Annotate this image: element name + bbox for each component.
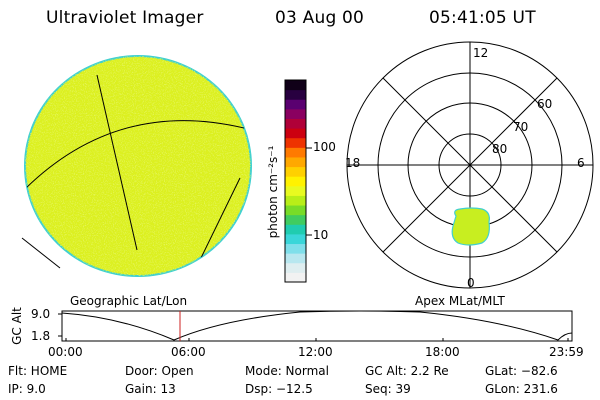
info-door: Door: Open bbox=[125, 364, 194, 378]
colorbar-unit-label: photon cm⁻²s⁻¹ bbox=[266, 145, 280, 239]
timeline-tick-4: 23:59 bbox=[549, 345, 584, 359]
colorbar-cell bbox=[285, 80, 306, 91]
mlt-label-18: 18 bbox=[345, 156, 361, 170]
time-label: 05:41:05 UT bbox=[429, 8, 536, 28]
timeline-axis-label: GC Alt bbox=[10, 307, 24, 345]
apex-label: Apex MLat/MLT bbox=[415, 294, 505, 308]
colorbar-cell bbox=[285, 156, 306, 168]
latitude-line bbox=[25, 120, 251, 191]
timeline-tick-2: 12:00 bbox=[298, 345, 333, 359]
timeline-tick-1: 06:00 bbox=[171, 345, 206, 359]
colorbar-cell bbox=[285, 166, 306, 177]
uvi-image bbox=[21, 55, 252, 277]
colorbar-cell bbox=[285, 233, 306, 245]
colorbar-cell bbox=[285, 195, 306, 206]
info-seq: Seq: 39 bbox=[365, 382, 411, 396]
info-gc-alt: GC Alt: 2.2 Re bbox=[365, 364, 449, 378]
mlt-label-0: 0 bbox=[467, 276, 475, 290]
timeline-tick-3: 18:00 bbox=[425, 345, 460, 359]
date-label: 03 Aug 00 bbox=[275, 8, 365, 28]
colorbar-cell bbox=[285, 118, 306, 129]
colorbar-cell bbox=[285, 262, 306, 273]
timeline-ymax: 9.0 bbox=[31, 307, 51, 321]
colorbar-cell bbox=[285, 176, 306, 187]
longitude-line bbox=[199, 177, 241, 261]
colorbar-cell bbox=[285, 89, 306, 100]
longitude-line bbox=[96, 74, 138, 251]
app-title: Ultraviolet Imager bbox=[46, 8, 204, 28]
info-ip: IP: 9.0 bbox=[8, 382, 46, 396]
colorbar-tick-100: 100 bbox=[313, 140, 336, 154]
colorbar-cell bbox=[285, 243, 306, 254]
polar-plot bbox=[346, 41, 594, 289]
info-glon: GLon: 231.6 bbox=[485, 382, 558, 396]
colorbar-cell bbox=[285, 99, 306, 110]
timeline-ymin: 1.8 bbox=[31, 329, 51, 343]
altitude-timeline bbox=[58, 310, 573, 342]
lat-label-80: 80 bbox=[492, 142, 508, 156]
colorbar-cell bbox=[285, 253, 306, 264]
lat-label-60: 60 bbox=[537, 97, 553, 111]
colorbar-tick-10: 10 bbox=[313, 228, 329, 242]
geographic-label: Geographic Lat/Lon bbox=[70, 294, 188, 308]
colorbar-cell bbox=[285, 108, 306, 119]
colorbar-cell bbox=[285, 272, 306, 283]
info-gain: Gain: 13 bbox=[125, 382, 176, 396]
altitude-curve bbox=[61, 310, 573, 341]
info-flt: Flt: HOME bbox=[8, 364, 68, 378]
colorbar-cell bbox=[285, 205, 306, 216]
colorbar-cell bbox=[285, 147, 306, 158]
colorbar-cell bbox=[285, 185, 306, 196]
lat-label-70: 70 bbox=[513, 120, 529, 134]
colorbar-cell bbox=[285, 214, 306, 225]
colorbar-cell bbox=[285, 224, 306, 235]
info-mode: Mode: Normal bbox=[245, 364, 329, 378]
colorbar-cell bbox=[285, 137, 306, 148]
timeline-tick-0: 00:00 bbox=[48, 345, 83, 359]
latitude-line bbox=[21, 237, 61, 269]
auroral-oval bbox=[451, 207, 490, 246]
mlt-label-12: 12 bbox=[473, 46, 489, 60]
info-dsp: Dsp: −12.5 bbox=[245, 382, 313, 396]
mlt-label-6: 6 bbox=[577, 156, 585, 170]
colorbar-cell bbox=[285, 128, 306, 139]
info-glat: GLat: −82.6 bbox=[485, 364, 558, 378]
color-bar bbox=[284, 79, 312, 283]
